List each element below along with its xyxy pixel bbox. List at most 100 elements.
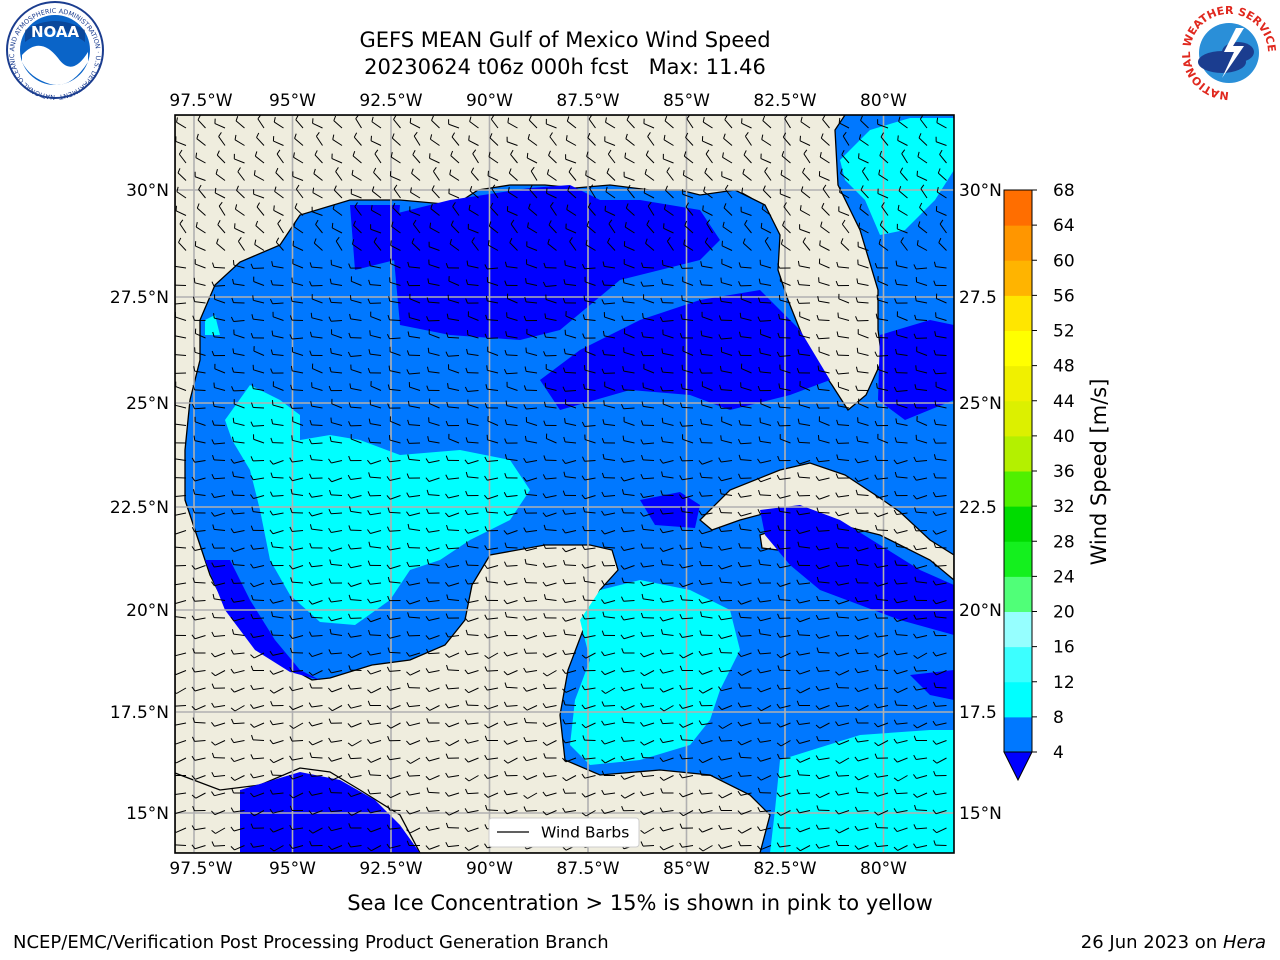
wind-barb (289, 476, 304, 482)
wind-barb (836, 454, 850, 461)
wind-barb (445, 543, 460, 550)
wind-barb (464, 528, 479, 534)
wind-barb (840, 168, 850, 181)
wind-barb (175, 283, 187, 286)
wind-barb (508, 168, 518, 181)
wind-barb (894, 367, 908, 374)
wind-barb (640, 420, 655, 426)
wind-barb (780, 169, 791, 181)
wind-barb (269, 529, 284, 535)
wind-barb (913, 666, 928, 672)
wind-barb (723, 133, 733, 146)
wind-barb (621, 508, 635, 514)
wind-barb (933, 770, 947, 777)
wind-barb (523, 756, 538, 762)
wind-barb (761, 134, 772, 146)
wind-barb (175, 302, 187, 305)
wind-barb (640, 581, 655, 587)
wind-barb (640, 512, 655, 517)
wind-barb (328, 316, 343, 322)
wind-barb (328, 845, 343, 851)
wind-barb (879, 220, 889, 234)
wind-barb (796, 491, 811, 497)
wind-barb (347, 703, 362, 709)
colorbar-tick-label: 48 (1053, 357, 1075, 377)
wind-barb (879, 150, 889, 164)
wind-barb (504, 280, 518, 286)
wind-barb (370, 381, 382, 391)
wind-barb (874, 351, 889, 357)
wind-barb (601, 599, 616, 604)
wind-barb (913, 595, 928, 601)
wind-barb (293, 221, 304, 234)
wind-barb (893, 617, 908, 622)
wind-barb (760, 398, 772, 409)
wind-barb (406, 652, 421, 657)
wind-barb (175, 810, 187, 814)
wind-barb (723, 203, 733, 216)
wind-barb (367, 845, 382, 852)
wind-barb (471, 237, 479, 251)
wind-barb (779, 188, 791, 199)
wind-barb (194, 241, 206, 251)
wind-barb (292, 171, 304, 181)
wind-barb (525, 278, 538, 286)
wind-barb (932, 599, 947, 605)
wind-barb (213, 313, 226, 321)
wind-barb (368, 769, 382, 776)
wind-barb (816, 647, 830, 654)
wind-barb (350, 276, 362, 286)
wind-barb (699, 491, 713, 497)
wind-barb (877, 188, 889, 199)
wind-barb (685, 202, 694, 216)
wind-barb (175, 633, 187, 636)
wind-barb (432, 166, 440, 181)
wind-barb (467, 223, 479, 234)
wind-barb (328, 508, 343, 515)
wind-barb (485, 507, 499, 514)
wind-barb (601, 529, 616, 535)
wind-barb (718, 666, 733, 673)
wind-barb (893, 579, 908, 585)
lon-label-bottom: 87.5°W (556, 859, 619, 879)
wind-barb (446, 401, 460, 409)
wind-barb (640, 841, 655, 847)
wind-barb (505, 331, 518, 339)
wind-barb (776, 474, 791, 480)
wind-barb (913, 652, 928, 659)
map-title-line2: 20230624 t06z 000h fcst Max: 11.46 (364, 55, 766, 79)
wind-barb (347, 544, 362, 550)
wind-barb (835, 369, 850, 375)
wind-barb (289, 647, 304, 654)
wind-barb (309, 281, 323, 287)
wind-barb (445, 772, 460, 778)
wind-barb (543, 753, 557, 759)
wind-barb (874, 632, 889, 638)
wind-barb (659, 316, 674, 322)
wind-barb (640, 492, 655, 498)
wind-barb (545, 294, 557, 304)
lon-label-top: 95°W (269, 91, 316, 111)
wind-barb (431, 185, 440, 199)
wind-barb (776, 652, 791, 659)
wind-barb (680, 594, 694, 601)
wind-barb (425, 806, 440, 812)
wind-barb (409, 293, 421, 304)
wind-barb (465, 700, 479, 706)
wind-barb (367, 560, 382, 566)
wind-barb (175, 421, 187, 426)
wind-barb (796, 650, 811, 656)
wind-barb (893, 738, 908, 744)
wind-barb (562, 547, 577, 553)
wind-barb (269, 739, 284, 745)
colorbar-tick-label: 68 (1053, 181, 1075, 201)
wind-barb (331, 153, 343, 164)
wind-barb (250, 333, 265, 339)
wind-barb (602, 453, 616, 461)
wind-barb (759, 417, 772, 426)
wind-barb (817, 435, 830, 444)
wind-barb (938, 237, 947, 251)
wind-barb (722, 221, 733, 234)
wind-barb (350, 364, 362, 374)
wind-barb (857, 398, 869, 409)
